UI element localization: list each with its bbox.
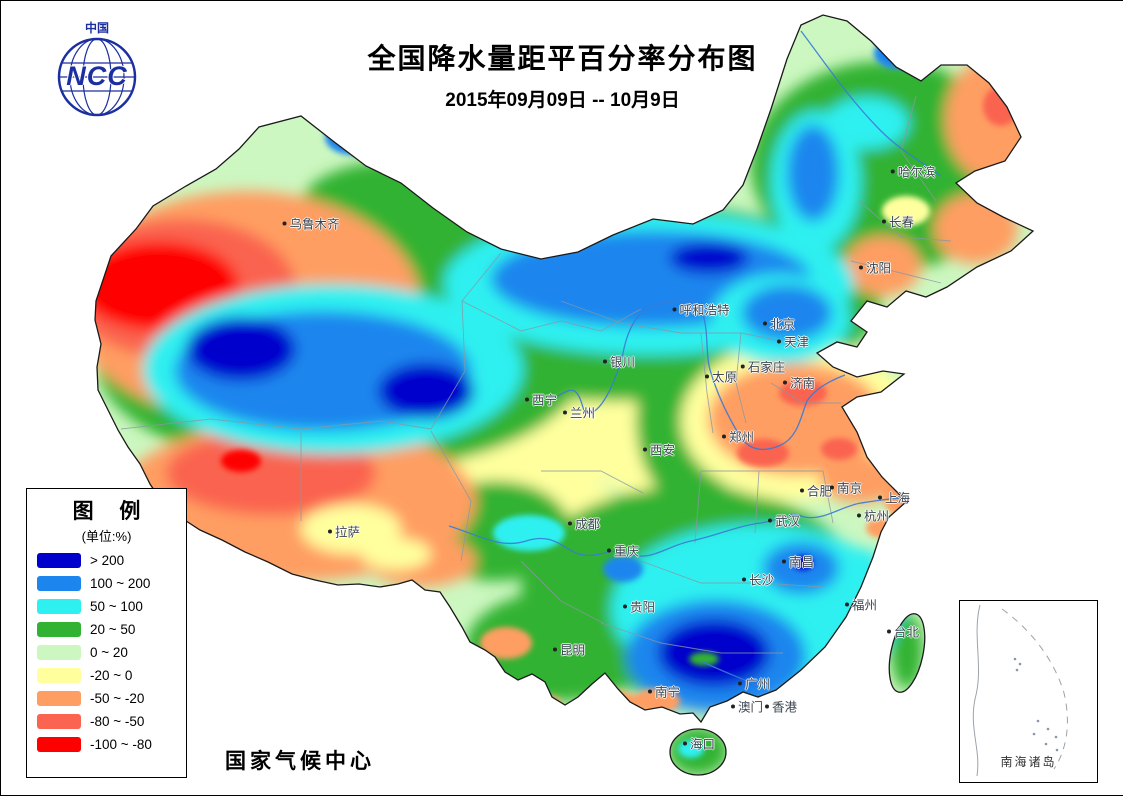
inset-label: 南海诸岛	[1000, 755, 1057, 769]
legend-items: > 200 100 ~ 200 50 ~ 100 20 ~ 50 0 ~ 20 -20 ~…	[27, 552, 186, 752]
legend-box: 图 例 (单位:%) > 200 100 ~ 200 50 ~ 100 20 ~ 50…	[26, 488, 187, 778]
legend-item: -80 ~ -50	[37, 713, 186, 729]
legend-item: -20 ~ 0	[37, 667, 186, 683]
legend-label: 20 ~ 50	[90, 621, 136, 637]
legend-label: -50 ~ -20	[90, 690, 145, 706]
legend-label: 0 ~ 20	[90, 644, 128, 660]
yellow-river	[548, 300, 846, 451]
legend-swatch	[37, 575, 81, 591]
legend-swatch	[37, 621, 81, 637]
legend-item: -100 ~ -80	[37, 736, 186, 752]
legend-label: 50 ~ 100	[90, 598, 143, 614]
inset-map	[972, 604, 1068, 777]
legend-item: 20 ~ 50	[37, 621, 186, 637]
logo-top-text: 中国	[84, 21, 109, 35]
yangtze-river	[448, 497, 904, 557]
province-borders	[120, 95, 952, 654]
legend-item: 100 ~ 200	[37, 575, 186, 591]
legend-item: -50 ~ -20	[37, 690, 186, 706]
legend-swatch	[37, 644, 81, 660]
legend-swatch	[37, 690, 81, 706]
legend-label: 100 ~ 200	[90, 575, 151, 591]
legend-swatch	[37, 598, 81, 614]
south-china-sea-inset: 南海诸岛	[959, 600, 1098, 783]
legend-unit: (单位:%)	[81, 529, 132, 544]
legend-label: -20 ~ 0	[90, 667, 133, 683]
rivers	[448, 30, 942, 687]
national-boundary	[94, 14, 1035, 776]
logo-abbr-text: NCC	[66, 61, 128, 91]
legend-item: 0 ~ 20	[37, 644, 186, 660]
legend-swatch	[37, 736, 81, 752]
legend-label: -80 ~ -50	[90, 713, 145, 729]
date-range: 2015年09月09日 -- 10月9日	[445, 90, 680, 111]
page-title: 全国降水量距平百分率分布图	[367, 43, 758, 74]
legend-swatch	[37, 713, 81, 729]
ncc-logo: 中国 NCC	[41, 21, 153, 121]
legend-title: 图 例	[72, 500, 151, 523]
source-label: 国家气候中心	[225, 750, 375, 773]
legend-item: > 200	[37, 552, 186, 568]
legend-label: > 200	[90, 552, 125, 568]
legend-label: -100 ~ -80	[90, 736, 152, 752]
legend-swatch	[37, 552, 81, 568]
legend-swatch	[37, 667, 81, 683]
legend-item: 50 ~ 100	[37, 598, 186, 614]
globe-icon	[57, 37, 137, 117]
